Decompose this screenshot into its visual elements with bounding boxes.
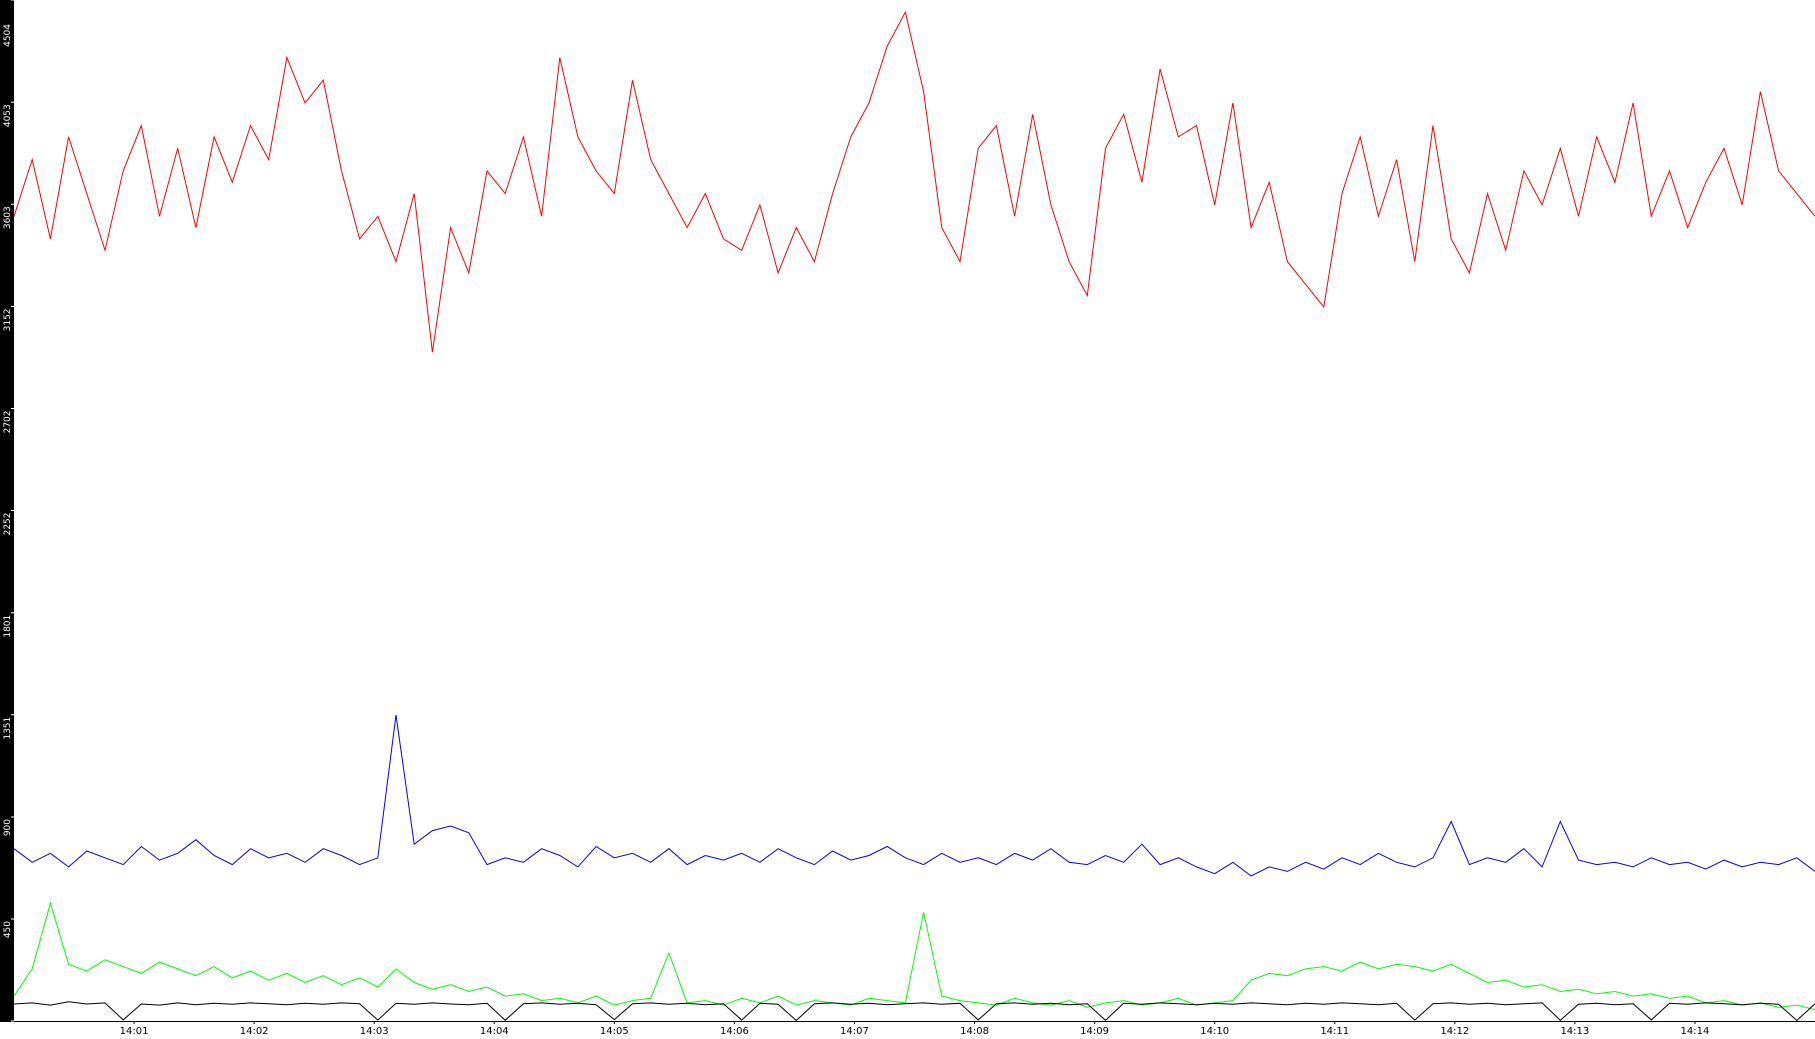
x-tick-label: 14:03 bbox=[360, 1026, 389, 1037]
x-tick-label: 14:07 bbox=[840, 1026, 869, 1037]
y-tick-label: 3152 bbox=[3, 308, 13, 331]
y-tick-label: 450 bbox=[3, 921, 13, 938]
y-tick-label: 900 bbox=[3, 819, 13, 836]
y-tick-label: 0 bbox=[3, 1023, 13, 1029]
y-tick-label: 3603 bbox=[3, 206, 13, 229]
y-tick-label: 1351 bbox=[3, 717, 13, 740]
x-tick-label: 14:10 bbox=[1200, 1026, 1229, 1037]
x-tick-label: 14:12 bbox=[1440, 1026, 1469, 1037]
y-tick-label: 2702 bbox=[3, 410, 13, 433]
y-tick-label: 4053 bbox=[3, 104, 13, 127]
x-tick-label: 14:11 bbox=[1320, 1026, 1349, 1037]
x-tick-label: 14:09 bbox=[1080, 1026, 1109, 1037]
y-tick-label: 2252 bbox=[3, 513, 13, 536]
line-series bbox=[13, 1001, 1815, 1022]
x-tick-label: 14:05 bbox=[600, 1026, 629, 1037]
line-series bbox=[13, 901, 1815, 1011]
x-tick-label: 14:14 bbox=[1681, 1026, 1710, 1037]
x-tick-label: 14:04 bbox=[480, 1026, 509, 1037]
y-tick-label: 1801 bbox=[3, 615, 13, 638]
x-tick-label: 14:02 bbox=[240, 1026, 269, 1037]
y-tick-label: 4504 bbox=[3, 24, 13, 47]
x-tick-label: 14:01 bbox=[120, 1026, 149, 1037]
x-tick-label: 14:13 bbox=[1560, 1026, 1589, 1037]
x-tick-label: 14:06 bbox=[720, 1026, 749, 1037]
y-axis-strip bbox=[0, 0, 14, 1022]
line-series bbox=[13, 10, 1815, 353]
line-series bbox=[13, 714, 1815, 877]
x-tick-label: 14:08 bbox=[960, 1026, 989, 1037]
